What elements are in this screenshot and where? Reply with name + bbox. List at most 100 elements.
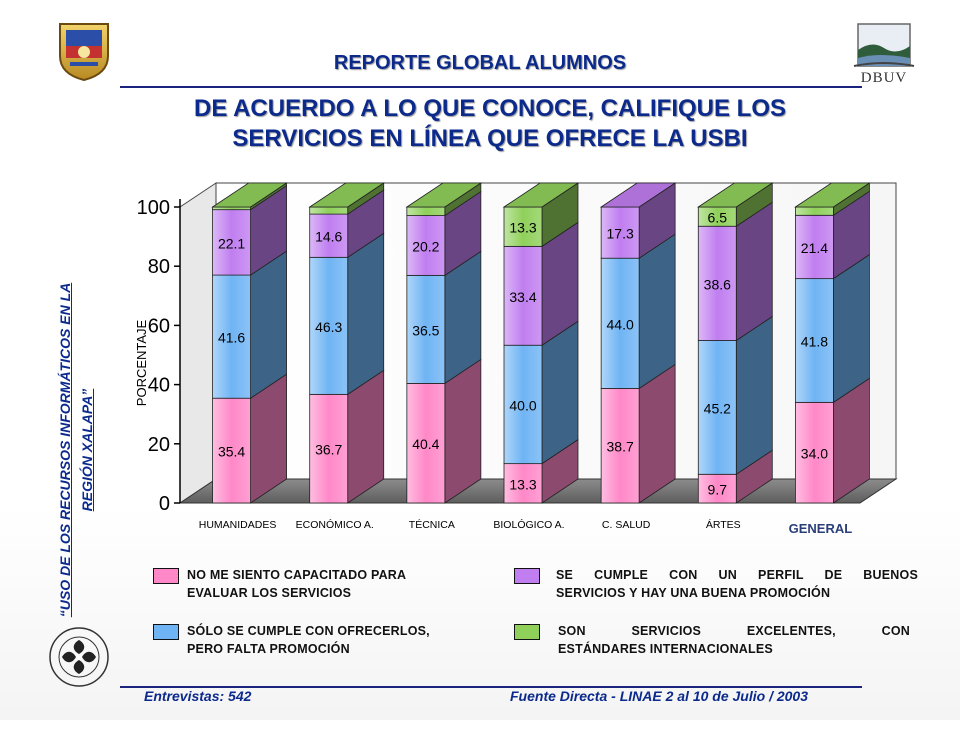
legend-swatch-pink [153,568,179,584]
bar-data-label: 33.4 [509,289,536,305]
header-divider [120,86,862,88]
report-title: REPORTE GLOBAL ALUMNOS [333,52,627,74]
y-tick-label: 100 [137,197,170,219]
bar-segment [212,397,251,504]
bar-segment-side [833,253,870,404]
bar-segment [795,214,834,280]
research-seal-logo [48,626,110,688]
main-title-line-1: DE ACUERDO A LO QUE CONOCE, CALIFIQUE LO… [193,95,787,122]
bar-segment-top [599,182,677,208]
bar-data-label: 13.3 [509,220,536,236]
bar-segment-top [794,182,871,208]
bar-data-label: 41.8 [801,333,828,349]
x-category-label: GENERAL [789,521,853,536]
bar-data-label: 20.2 [412,238,439,254]
bar-data-label: 38.7 [607,439,634,455]
legend-label-line: PERO FALTA PROMOCIÓN [187,642,350,656]
bar-segment-top [308,182,386,208]
university-crest-logo [52,18,116,82]
legend-item-good-services: SE CUMPLE CON UN PERFIL DE BUENOS SERVIC… [556,566,918,602]
bar-segment [406,274,446,384]
bar-segment-side [638,233,676,390]
bar-segment [212,274,251,399]
bar-data-label: 36.7 [315,442,342,458]
bar-data-label: 44.0 [607,316,634,332]
bar-segment-top [405,182,483,208]
bar-data-label: 14.6 [315,229,342,245]
y-tick-label: 0 [159,493,170,515]
bar-segment [697,473,737,504]
y-tick-label: 80 [148,256,170,278]
legend-label-line: SON SERVICIOS EXCELENTES, CON [558,624,910,638]
dbuv-logo: DBUV [848,20,920,86]
x-category-label: BIOLÓGICO A. [493,518,564,531]
bar-data-label: 22.1 [218,235,245,251]
x-category-label: ECONÓMICO A. [296,518,374,531]
bar-segment [503,463,543,504]
bar-data-label: 34.0 [801,446,828,462]
bar-segment [309,256,349,395]
legend-label-line: ESTÁNDARES INTERNACIONALES [558,642,773,656]
bar-data-label: 9.7 [708,482,728,498]
legend-item-not-capable: NO ME SIENTO CAPACITADO PARA EVALUAR LOS… [187,566,487,602]
y-tick-label: 40 [148,375,170,397]
bar-segment-top [211,182,288,208]
footer-interviews: Entrevistas: 542 [144,688,252,704]
bar-segment [600,206,640,259]
bar-segment-side [444,358,482,504]
x-category-label: TÉCNICA [409,518,455,531]
bar-segment-side [347,232,385,396]
bar-segment [406,206,446,216]
legend-item-needs-promotion: SÓLO SE CUMPLE CON OFRECERLOS, PERO FALT… [187,622,497,658]
bar-data-label: 40.0 [509,397,536,413]
legend-label-line: SE CUMPLE CON UN PERFIL DE BUENOS [556,568,918,582]
legend-label-line: SERVICIOS Y HAY UNA BUENA PROMOCIÓN [556,586,831,600]
svg-text:DBUV: DBUV [861,70,908,86]
bar-segment-top [696,182,774,208]
main-title-line-2: SERVICIOS EN LÍNEA QUE OFRECE LA USBI [232,125,748,152]
bar-data-label: 6.5 [708,210,728,226]
bar-segment [795,206,834,216]
legend-swatch-blue [153,624,179,640]
x-category-label: HUMANIDADES [199,519,277,531]
bar-segment [795,401,834,504]
bar-segment-top [502,182,580,208]
bar-segment [600,388,640,504]
bar-data-label: 41.6 [218,330,245,346]
bar-segment [309,213,349,258]
bar-segment [503,245,543,346]
bar-data-label: 46.3 [315,319,342,335]
bar-segment-side [541,320,579,465]
legend-label-line: NO ME SIENTO CAPACITADO PARA [187,568,407,582]
stacked-bar-chart: 0 20 40 60 80 100 PORCENTAJE 35.4 41.6 22.1 HUMANI… [134,182,898,536]
bar-segment [697,340,737,475]
bar-data-label: 17.3 [607,226,634,242]
bar-segment [309,206,349,215]
y-tick-label: 20 [148,434,170,456]
x-category-label: ÁRTES [706,518,741,531]
bar-data-label: 36.5 [412,322,439,338]
bar-segment [697,225,737,341]
chart-side-wall [179,182,217,504]
bar-segment [503,206,543,247]
bar-segment [795,278,834,403]
bar-segment-side [250,250,287,399]
legend-item-excellent: SON SERVICIOS EXCELENTES, CON ESTÁNDARES… [558,622,910,658]
bar-segment-side [735,315,773,476]
bar-data-label: 13.3 [509,476,536,492]
bar-data-label: 21.4 [801,240,828,256]
bar-segment [600,257,640,389]
y-tick-label: 60 [148,315,170,337]
bar-segment [406,383,446,504]
bar-segment [503,344,543,465]
y-axis-label: PORCENTAJE [134,319,149,406]
bar-data-label: 38.6 [704,276,731,292]
main-title: DE ACUERDO A LO QUE CONOCE, CALIFIQUE LO… [120,94,860,154]
bar-data-label: 45.2 [704,400,731,416]
x-category-label: C. SALUD [602,519,651,531]
bar-data-label: 35.4 [218,444,245,460]
legend-swatch-purple [514,568,540,584]
legend-label-line: EVALUAR LOS SERVICIOS [187,586,352,600]
legend-label-line: SÓLO SE CUMPLE CON OFRECERLOS, [187,624,430,638]
footer-source: Fuente Directa - LINAE 2 al 10 de Julio … [510,688,808,704]
